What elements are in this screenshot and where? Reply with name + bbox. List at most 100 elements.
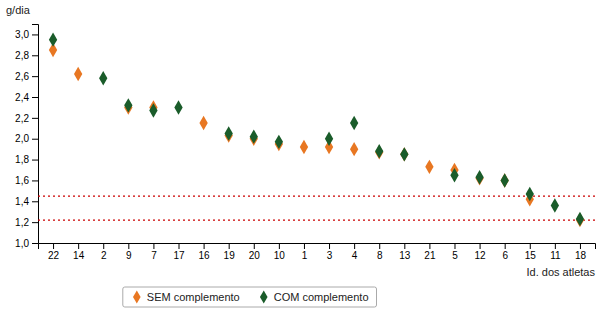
point	[174, 100, 182, 114]
x-tick: 7	[151, 243, 157, 261]
y-tick-mark	[32, 97, 38, 98]
point	[475, 170, 483, 184]
y-tick-mark	[32, 55, 38, 56]
x-tick: 16	[199, 243, 211, 261]
point	[199, 116, 207, 130]
legend-symbol	[260, 290, 268, 303]
y-tick-label: 1,6	[15, 175, 29, 186]
legend-label: SEM complemento	[147, 291, 240, 303]
x-tick-label: 21	[424, 250, 436, 261]
y-axis: 1,0 1,2 1,4 1,6 1,8 2,0 2,2 2,4 2,6 2,8 3,0	[15, 25, 38, 249]
y-tick: 2,2	[15, 113, 38, 124]
x-tick-mark	[153, 243, 154, 249]
x-tick-mark	[404, 243, 405, 249]
data-area	[38, 32, 595, 227]
x-tick: 15	[525, 243, 537, 261]
chart: 1,01,21,41,61,82,02,22,42,62,83,02214297…	[0, 0, 611, 313]
point	[350, 142, 358, 156]
x-tick-mark	[179, 243, 180, 249]
x-axis: 22142971716192010134813215126151118	[39, 243, 596, 261]
legend: SEM complementoCOM complemento	[123, 287, 377, 307]
x-tick-mark	[480, 243, 481, 249]
x-tick-label: 8	[377, 250, 383, 261]
legend-items: SEM complementoCOM complemento	[133, 290, 369, 303]
point	[225, 126, 233, 140]
x-tick-mark	[354, 243, 355, 249]
point	[124, 98, 132, 112]
y-tick: 1,0	[15, 238, 38, 249]
x-tick-label: 14	[73, 250, 85, 261]
y-tick-label: 3,0	[15, 29, 29, 40]
y-tick-label: 1,4	[15, 196, 29, 207]
x-tick-label: 5	[452, 250, 458, 261]
y-axis-title: g/dia	[6, 4, 31, 16]
point	[576, 212, 584, 226]
x-tick: 11	[550, 243, 561, 261]
x-tick-label: 7	[151, 250, 157, 261]
x-axis-title: Id. dos atletas	[527, 266, 596, 278]
legend-symbol	[133, 290, 141, 303]
legend-item: SEM complemento	[133, 290, 240, 303]
x-tick-label: 16	[199, 250, 211, 261]
series	[49, 32, 584, 226]
x-tick-mark	[329, 243, 330, 249]
point	[275, 135, 283, 149]
y-tick-label: 2,6	[15, 71, 29, 82]
x-tick: 10	[274, 243, 286, 261]
y-tick-label: 2,0	[15, 133, 29, 144]
x-tick-mark	[304, 243, 305, 249]
x-tick-label: 11	[550, 250, 561, 261]
point	[49, 32, 57, 46]
x-tick-mark	[229, 243, 230, 249]
y-tick-mark	[32, 76, 38, 77]
x-tick-mark	[204, 243, 205, 249]
x-tick: 8	[377, 243, 383, 261]
x-tick-mark	[580, 243, 581, 249]
y-tick-label: 1,0	[15, 238, 29, 249]
point	[99, 71, 107, 85]
point	[551, 198, 559, 212]
y-tick-label: 1,2	[15, 217, 29, 228]
y-tick: 2,8	[15, 50, 38, 61]
x-tick: 1	[302, 243, 308, 261]
point	[300, 140, 308, 154]
y-tick-mark	[32, 180, 38, 181]
x-tick-mark	[128, 243, 129, 249]
y-tick: 1,6	[15, 175, 38, 186]
x-tick-mark	[505, 243, 506, 249]
x-tick: 22	[48, 243, 60, 261]
x-tick-mark	[53, 243, 54, 249]
point	[526, 187, 534, 201]
x-tick: 14	[73, 243, 85, 261]
x-tick-label: 6	[502, 250, 508, 261]
y-tick-mark	[32, 160, 38, 161]
x-tick-label: 12	[475, 250, 487, 261]
y-tick: 2,0	[15, 133, 38, 144]
legend-frame	[123, 287, 377, 307]
x-tick: 18	[575, 243, 587, 261]
x-tick-label: 17	[173, 250, 185, 261]
y-tick-mark	[32, 201, 38, 202]
reference-line	[38, 195, 595, 196]
point	[250, 129, 258, 143]
reference-line	[38, 219, 595, 220]
x-tick-mark	[429, 243, 430, 249]
x-tick: 21	[424, 243, 436, 261]
y-tick-mark	[32, 222, 38, 223]
x-tick-label: 13	[399, 250, 411, 261]
y-tick: 2,4	[15, 92, 38, 103]
x-tick: 12	[475, 243, 487, 261]
x-tick-label: 10	[274, 250, 286, 261]
y-tick-label: 1,8	[15, 154, 29, 165]
x-tick: 19	[224, 243, 236, 261]
x-tick: 3	[327, 243, 333, 261]
x-tick-label: 4	[352, 250, 358, 261]
x-tick: 5	[452, 243, 458, 261]
x-tick-mark	[555, 243, 556, 249]
plot: 1,01,21,41,61,82,02,22,42,62,83,02214297…	[15, 25, 595, 262]
x-tick-mark	[279, 243, 280, 249]
x-tick-mark	[103, 243, 104, 249]
x-tick: 9	[126, 243, 132, 261]
series	[49, 43, 584, 227]
point	[74, 67, 82, 81]
